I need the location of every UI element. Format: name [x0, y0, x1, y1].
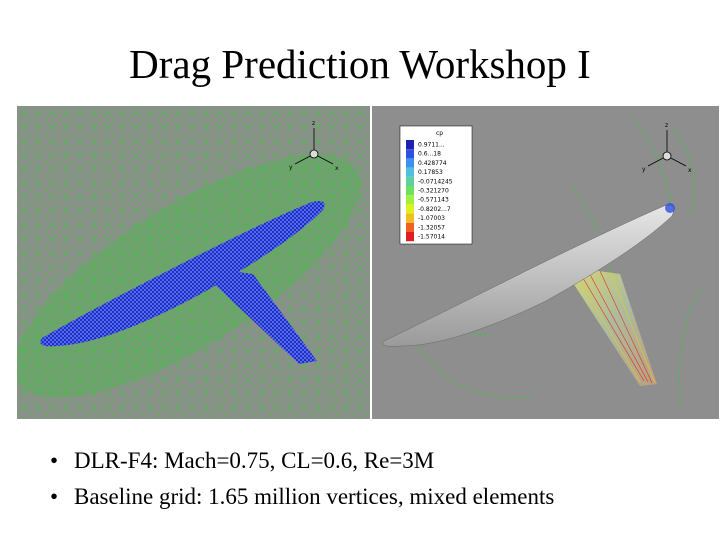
svg-text:cp: cp: [436, 130, 443, 137]
wing-shape: [562, 266, 657, 386]
svg-text:y: y: [289, 164, 293, 171]
legend-swatch: [406, 186, 414, 196]
legend-swatch: [406, 204, 414, 214]
legend-swatch: [406, 176, 414, 186]
legend-value: -0.321270: [418, 188, 449, 195]
legend-swatch: [406, 158, 414, 168]
axis-triad-icon: [294, 128, 334, 165]
legend-swatch: [406, 213, 414, 223]
svg-text:x: x: [688, 167, 692, 174]
legend-value: 0.6...18: [418, 151, 441, 158]
fuselage-shape: [382, 204, 674, 347]
legend-value: -0.0714245: [418, 178, 453, 185]
legend-value: 0.9711...: [418, 142, 445, 149]
legend-value: -1.07003: [418, 215, 445, 222]
legend-value: -1.32057: [418, 224, 445, 231]
svg-text:z: z: [665, 122, 668, 129]
legend-swatch: [406, 149, 414, 159]
fuselage-shape: [40, 201, 325, 347]
legend-value: 0.17853: [418, 169, 443, 176]
legend-swatch: [406, 195, 414, 205]
wing-shape: [195, 266, 317, 364]
legend-value: -1.57014: [418, 234, 445, 241]
pressure-legend: cp 0.9711... 0.6...18 0.428774 0.17853 -0.07…: [399, 125, 473, 245]
surface-mesh-image: z y x: [17, 106, 370, 419]
bullet-item: • Baseline grid: 1.65 million vertices, m…: [50, 484, 555, 509]
pressure-contour-image: cp 0.9711... 0.6...18 0.428774 0.17853 -0.07…: [372, 106, 719, 419]
slide-title: Drag Prediction Workshop I: [129, 41, 591, 87]
bullet-list: • DLR-F4: Mach=0.75, CL=0.6, Re=3M • Basel…: [50, 448, 554, 520]
svg-text:z: z: [312, 120, 315, 127]
legend-value: -0.571143: [418, 197, 449, 204]
legend-swatch: [406, 222, 414, 232]
legend-swatch: [406, 140, 414, 150]
legend-value: -0.8202...7: [418, 206, 451, 213]
bullet-item: • DLR-F4: Mach=0.75, CL=0.6, Re=3M: [50, 448, 435, 473]
legend-value: 0.428774: [418, 160, 447, 167]
legend-swatch: [406, 232, 414, 242]
svg-text:x: x: [335, 165, 339, 172]
legend-swatch: [406, 167, 414, 177]
svg-text:y: y: [642, 166, 646, 173]
axis-triad-icon: [647, 130, 687, 167]
